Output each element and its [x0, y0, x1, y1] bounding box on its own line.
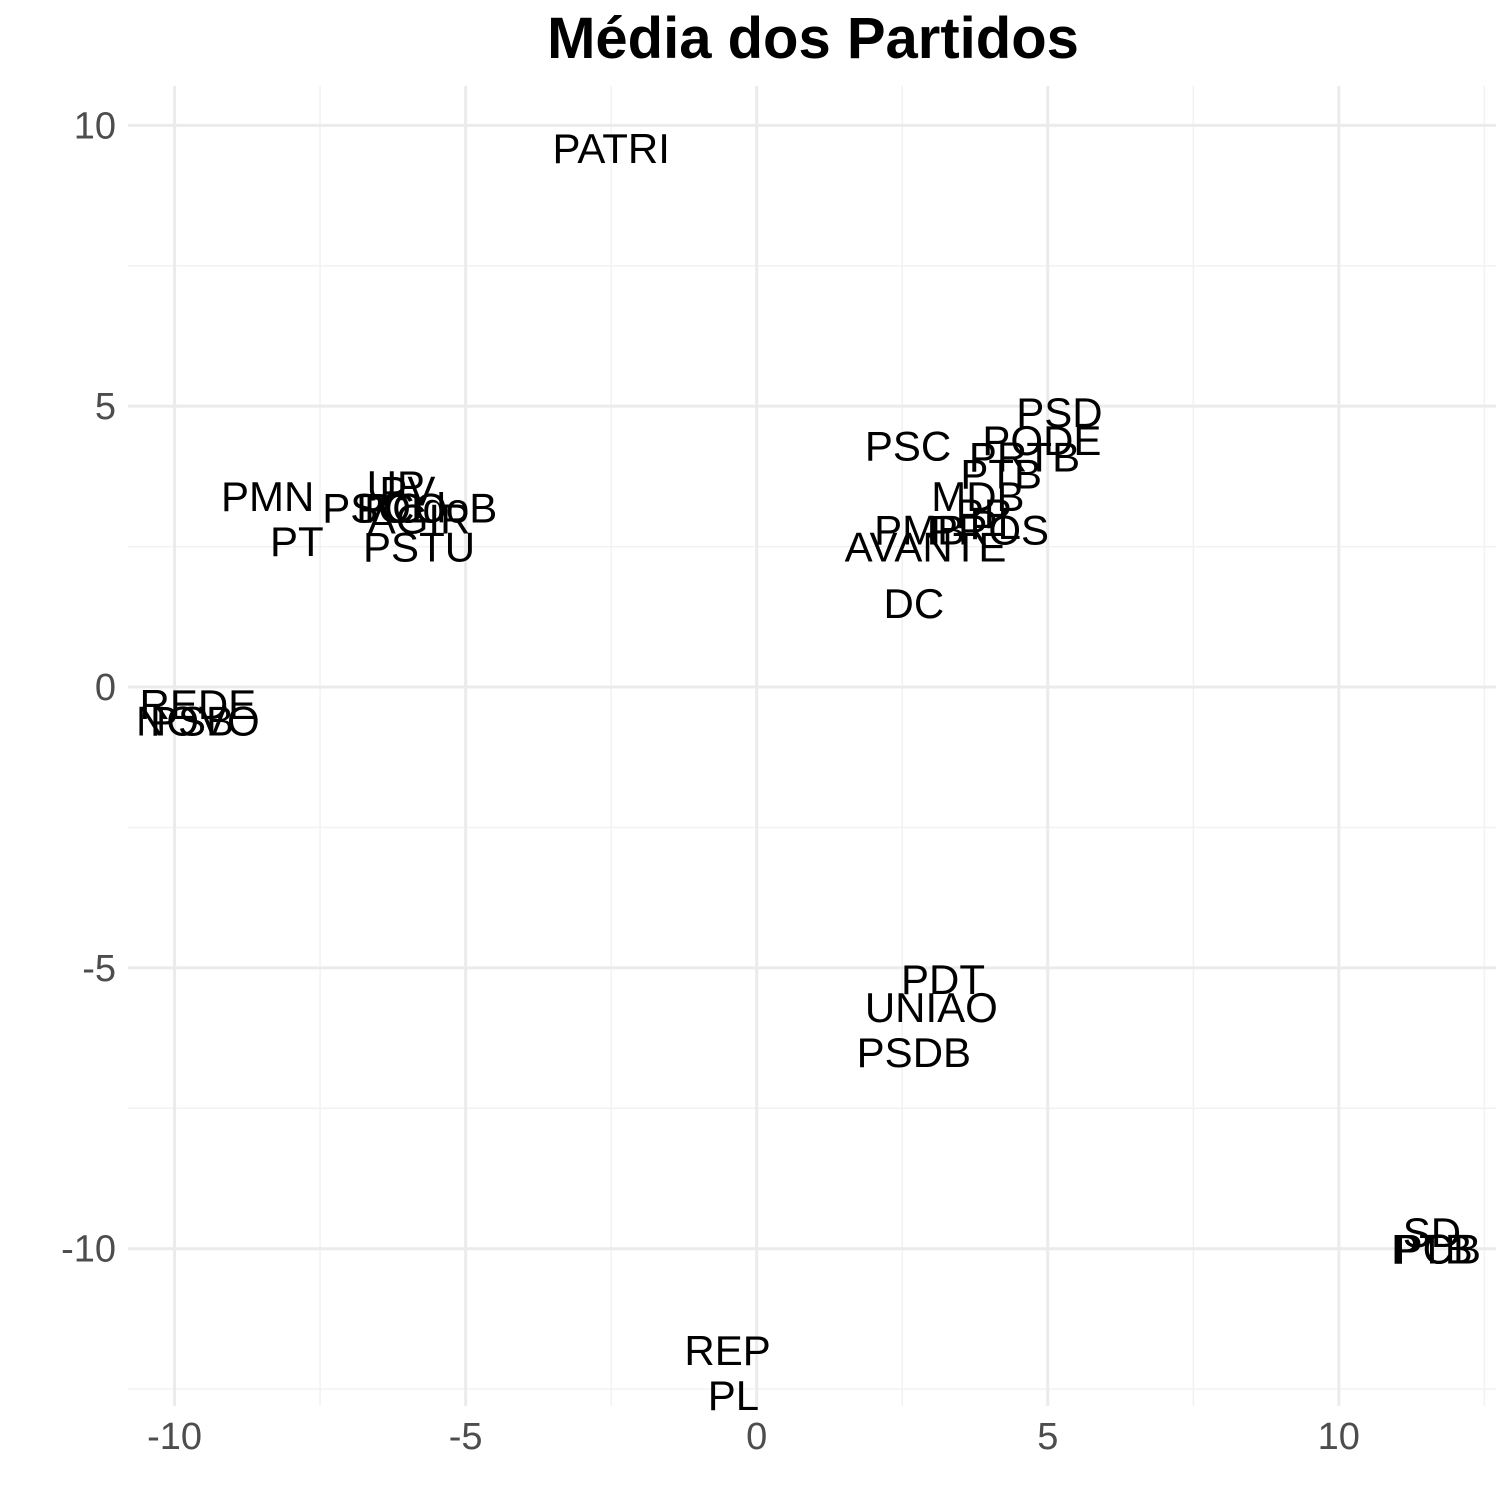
y-tick-label: -5 — [82, 948, 116, 990]
point-label: AVANTE — [845, 524, 1007, 571]
point-label: PTB — [1391, 1226, 1473, 1273]
point-label: PCO — [356, 484, 447, 531]
point-label: SD — [1403, 1209, 1461, 1256]
point-label: PP — [956, 490, 1012, 537]
point-label: NOVO — [136, 698, 260, 745]
point-label: PRTB — [969, 434, 1080, 481]
point-label: PSTU — [363, 524, 475, 571]
grid — [128, 86, 1496, 1406]
point-label: PT — [270, 518, 324, 565]
point-label: PMN — [221, 473, 314, 520]
point-label: PSD — [1016, 389, 1102, 436]
x-tick-label: 10 — [1318, 1416, 1360, 1458]
point-label: PV — [379, 467, 435, 514]
point-label: PATRI — [552, 125, 669, 172]
point-label: REP — [684, 1327, 770, 1374]
point-label: PCB — [1395, 1226, 1481, 1273]
point-label: PSDB — [857, 1029, 971, 1076]
point-label: PTB — [960, 451, 1042, 498]
chart-title: Média dos Partidos — [547, 6, 1079, 71]
x-tick-label: -10 — [147, 1416, 202, 1458]
point-label: AGIR — [368, 496, 471, 543]
x-tick-label: 5 — [1037, 1416, 1058, 1458]
axis-tick-labels: -10 -5 0 5 10 10 5 0 -5 -10 — [61, 105, 1360, 1458]
y-tick-label: 5 — [95, 386, 116, 428]
x-tick-label: 0 — [746, 1416, 767, 1458]
y-tick-label: 10 — [74, 105, 116, 147]
point-label: PSC — [865, 422, 951, 469]
point-label: PL — [970, 501, 1021, 548]
point-label: PSOL — [322, 484, 434, 531]
point-label: PDT — [901, 956, 985, 1003]
y-tick-label: 0 — [95, 667, 116, 709]
point-label: PCdoB — [364, 484, 497, 531]
point-label: PSB — [150, 698, 234, 745]
y-tick-label: -10 — [61, 1229, 116, 1271]
point-label: PODE — [982, 417, 1101, 464]
point-label: DC — [884, 580, 945, 627]
point-label: PL — [708, 1372, 759, 1419]
x-tick-label: -5 — [449, 1416, 483, 1458]
point-label: UNIAO — [865, 984, 998, 1031]
point-label: UP — [367, 462, 425, 509]
point-label: PROS — [930, 507, 1049, 554]
point-label: PMB — [874, 507, 965, 554]
point-label: MDB — [931, 473, 1024, 520]
point-label: REDE — [140, 681, 257, 728]
